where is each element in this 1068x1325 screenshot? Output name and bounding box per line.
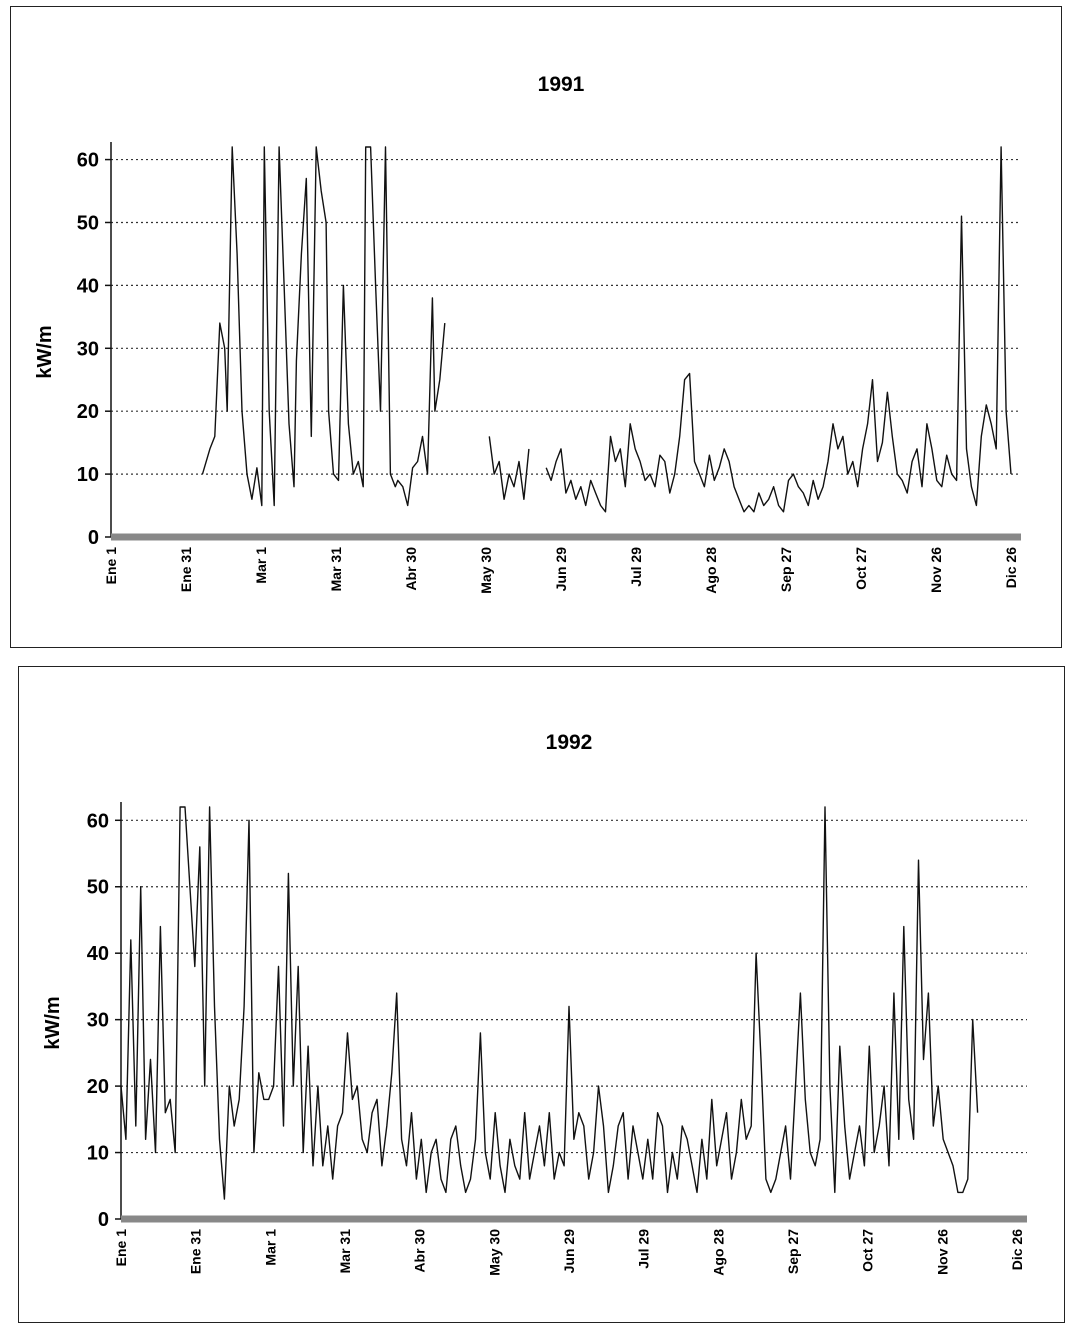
x-tick-label: Dic 26 [1009,1229,1025,1270]
y-tick-label: 10 [77,464,99,486]
x-tick-label: Ene 1 [103,547,119,585]
chart-1992: 1992 kW/m 0 10 20 30 40 50 60 Ene 1 Ene 31 Mar 1 Mar… [42,731,1027,1276]
x-tick-label: Abr 30 [412,1229,428,1273]
y-tick-label: 50 [87,877,109,899]
x-tick-label: Mar 1 [262,1229,278,1266]
x-tick-label: Jul 29 [636,1229,652,1269]
y-tick-label: 20 [77,401,99,423]
x-tick-label: Sep 27 [785,1229,801,1274]
x-tick-label: Sep 27 [778,547,794,592]
x-tick-label: Nov 26 [928,547,944,593]
x-tick-label: Ene 1 [113,1229,129,1267]
y-tick-label: 50 [77,212,99,234]
x-tick-label: Mar 1 [253,547,269,584]
x-tick-label: Ago 28 [703,547,719,594]
y-tick-label: 0 [98,1209,109,1231]
chart-1991: 1991 kW/m 0 10 20 30 40 50 60 Ene 1 Ene 31 Mar 1 Mar… [34,73,1021,594]
x-tick-label: Oct 27 [853,547,869,590]
x-tick-label: Ene 31 [188,1229,204,1274]
data-series-line [120,806,979,1200]
chart-title: 1992 [546,731,593,754]
x-tick-label: Mar 31 [328,547,344,592]
y-tick-label: 30 [77,338,99,360]
y-tick-label: 20 [87,1076,109,1098]
x-tick-label: May 30 [478,547,494,594]
x-tick-label: Abr 30 [403,547,419,591]
x-tick-label: Jul 29 [628,547,644,587]
y-tick-label: 0 [88,527,99,549]
x-tick-label: Ene 31 [178,547,194,592]
chart-panel-1992: 1992 kW/m 0 10 20 30 40 50 60 Ene 1 Ene 31 Mar 1 Mar… [18,666,1065,1323]
y-axis-label: kW/m [34,325,56,378]
y-tick-label: 30 [87,1010,109,1032]
y-tick-label: 40 [77,275,99,297]
x-tick-label: Nov 26 [934,1229,950,1275]
x-tick-label: Jun 29 [561,1229,577,1274]
x-tick-label: Mar 31 [337,1229,353,1274]
data-series-line [201,146,1012,513]
y-tick-label: 10 [87,1143,109,1165]
chart-panel-1991: 1991 kW/m 0 10 20 30 40 50 60 Ene 1 Ene 31 Mar 1 Mar… [10,6,1062,648]
x-tick-label: Oct 27 [860,1229,876,1272]
x-tick-label: Jun 29 [553,547,569,592]
y-axis-label: kW/m [42,996,64,1049]
chart-title: 1991 [538,73,585,96]
y-tick-label: 60 [87,810,109,832]
x-tick-label: Dic 26 [1003,547,1019,588]
y-tick-label: 40 [87,943,109,965]
y-tick-label: 60 [77,150,99,172]
x-tick-label: Ago 28 [710,1229,726,1276]
x-tick-label: May 30 [486,1229,502,1276]
